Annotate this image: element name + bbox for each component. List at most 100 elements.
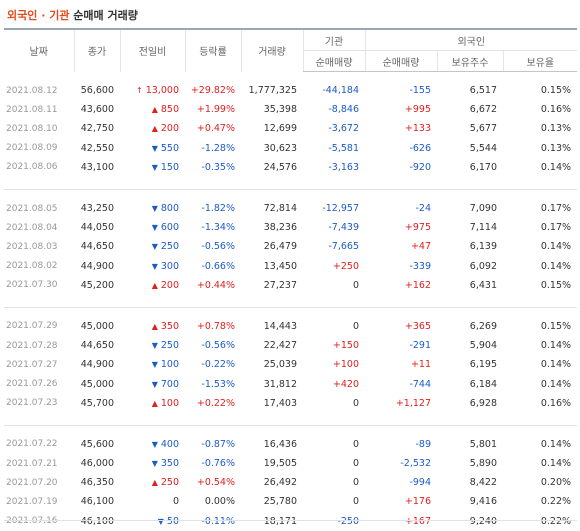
header-rate: 등락률 [184,28,241,72]
down-triangle-icon: ▼ [151,459,158,469]
cell-change: ▼ 50 [120,512,185,531]
change-value: 400 [160,438,179,450]
cell-inst-net: -250 [337,515,359,527]
down-triangle-icon: ▼ [151,223,158,233]
cell-foreign-holdings: 5,544 [469,142,497,154]
cell-inst-net: 0 [352,438,359,450]
cell-foreign-ratio: 0.22% [540,515,572,527]
cell-foreign-net: +133 [404,123,431,135]
cell-close: 42,550 [80,142,114,154]
change-value: 700 [160,378,179,390]
cell-volume: 25,039 [263,359,297,371]
cell-close: 44,050 [80,222,114,234]
cell-change: ▼ 250 [120,237,185,256]
cell-volume: 17,403 [263,397,297,409]
cell-foreign-holdings: 6,139 [469,241,497,253]
cell-foreign-ratio: 0.14% [540,260,572,272]
cell-close: 45,000 [80,378,114,390]
change-value: 100 [160,397,179,409]
bottom-divider [4,520,577,521]
cell-volume: 1,777,325 [248,85,297,97]
cell-rate: -0.76% [201,458,235,470]
cell-foreign-net: +47 [410,241,431,253]
cell-volume: 12,699 [263,123,297,135]
change-value: 850 [160,104,179,116]
down-triangle-icon: ▼ [151,341,158,351]
cell-date: 2021.07.26 [6,379,58,390]
cell-close: 45,700 [80,397,114,409]
cell-date: 2021.08.12 [6,85,58,96]
cell-date: 2021.07.30 [6,280,58,291]
cell-inst-net: 0 [352,320,359,332]
cell-foreign-holdings: 9,240 [469,515,497,527]
cell-foreign-ratio: 0.22% [540,496,572,508]
cell-date: 2021.07.20 [6,477,58,488]
cell-foreign-net: +975 [404,222,431,234]
cell-volume: 26,479 [263,241,297,253]
up-triangle-icon: ▲ [151,124,158,134]
group-separator [4,294,578,308]
group-separator [4,412,578,426]
table-row: 2021.08.04 44,050 ▼ 600 -1.34% 38,236 -7,439 +9… [4,218,577,237]
cell-close: 43,100 [80,161,114,173]
cell-foreign-holdings: 6,269 [469,320,497,332]
cell-change: ▼ 700 [120,374,185,393]
down-triangle-icon: ▼ [151,261,158,271]
table-row: 2021.08.10 42,750 ▲ 200 +0.47% 12,699 -3,672 +1… [4,119,577,138]
cell-volume: 30,623 [263,142,297,154]
cell-volume: 72,814 [263,203,297,215]
cell-foreign-holdings: 6,195 [469,359,497,371]
table-row: 2021.07.28 44,650 ▼ 250 -0.56% 22,427 +150 -291… [4,336,577,355]
cell-foreign-net: -24 [415,203,431,215]
cell-foreign-net: -339 [409,260,431,272]
cell-rate: +0.78% [196,320,235,332]
cell-close: 43,250 [80,203,114,215]
cell-foreign-ratio: 0.13% [540,123,572,135]
up-triangle-icon: ▲ [151,280,158,290]
cell-volume: 14,443 [263,320,297,332]
cell-volume: 24,576 [263,161,297,173]
up-triangle-icon: ▲ [151,105,158,115]
cell-rate: -0.56% [201,241,235,253]
group-separator [4,176,578,190]
cell-inst-net: +150 [332,340,359,352]
cell-change: ▲ 200 [120,119,185,138]
cell-inst-net: -8,846 [328,104,359,116]
cell-foreign-ratio: 0.14% [540,241,572,253]
cell-date: 2021.08.06 [6,162,58,173]
cell-inst-net: -12,957 [322,203,359,215]
cell-change: ▲ 100 [120,394,185,413]
down-triangle-icon: ▼ [151,242,158,252]
cell-inst-net: -44,184 [322,85,359,97]
cell-foreign-net: +162 [404,279,431,291]
cell-foreign-holdings: 6,184 [469,378,497,390]
cell-rate: -0.87% [201,438,235,450]
change-value: 0 [172,496,179,508]
cell-inst-net: -3,163 [328,161,359,173]
cell-change: ▼ 250 [120,336,185,355]
table-row: 2021.07.27 44,900 ▼ 100 -0.22% 25,039 +100 +11 6… [4,355,577,374]
change-value: 200 [160,279,179,291]
cell-foreign-net: +995 [404,104,431,116]
header-date: 날짜 [4,28,74,72]
cell-change: ▼ 800 [120,199,185,218]
cell-inst-net: 0 [352,477,359,489]
cell-volume: 19,505 [263,458,297,470]
table-row: 2021.08.06 43,100 ▼ 150 -0.35% 24,576 -3,163 -9… [4,158,577,177]
cell-rate: +1.99% [196,104,235,116]
cell-foreign-ratio: 0.16% [540,104,572,116]
table-row: 2021.07.20 46,350 ▲ 250 +0.54% 26,492 0 -994 8,4… [4,473,577,492]
cell-change: ▼ 400 [120,435,185,454]
header-institution: 기관 [302,28,365,51]
table-row: 2021.08.12 56,600 ↑ 13,000 +29.82% 1,777,325 -… [4,81,577,100]
cell-rate: -0.11% [201,515,235,527]
cell-inst-net: -3,672 [328,123,359,135]
cell-close: 46,000 [80,458,114,470]
change-value: 250 [160,340,179,352]
title-volume: 순매매 거래량 [73,9,138,22]
cell-foreign-net: -291 [409,340,431,352]
cell-volume: 25,780 [263,496,297,508]
cell-date: 2021.08.10 [6,123,58,134]
cell-foreign-ratio: 0.14% [540,458,572,470]
header-close: 종가 [73,28,120,72]
